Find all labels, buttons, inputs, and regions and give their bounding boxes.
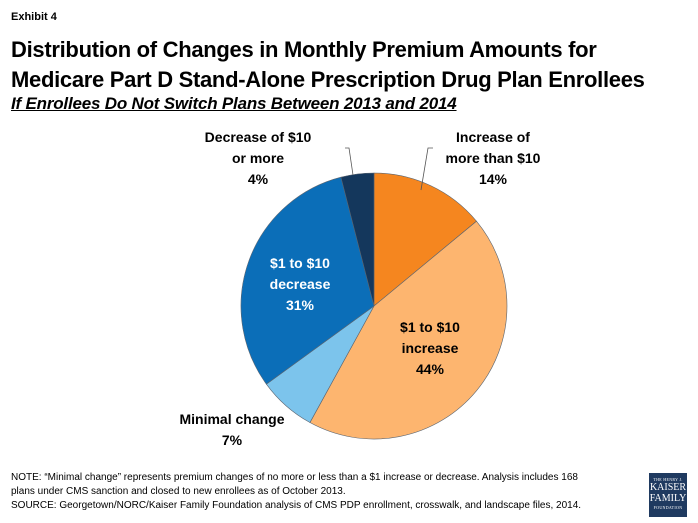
- pie-slice-decrease-of-10-or-more: [340, 172, 375, 307]
- footnotes: NOTE: “Minimal change” represents premiu…: [11, 471, 611, 513]
- leader-lines: [345, 147, 433, 191]
- logo-line-4: FOUNDATION: [653, 505, 683, 510]
- slice-label-text: Minimal change: [179, 411, 284, 427]
- chart-title-line-2: Medicare Part D Stand-Alone Prescription…: [11, 67, 645, 92]
- slice-label-minimal-change: Minimal change 7%: [179, 411, 284, 448]
- pie-slice-1-to-10-increase: [309, 220, 508, 440]
- chart-title-line-1: Distribution of Changes in Monthly Premi…: [11, 37, 597, 62]
- slice-label-text: Increase of: [456, 129, 530, 145]
- slice-label-1-to-10-decrease: $1 to $10 decrease 31%: [270, 255, 331, 313]
- pie-slice-increase-of-more-than-10: [373, 172, 477, 307]
- slice-label-text: Decrease of $10: [205, 129, 312, 145]
- pie-slices: [240, 172, 508, 440]
- slice-label-increase-of-more-than-10: Increase of more than $10 14%: [446, 129, 541, 187]
- slice-label-text: decrease: [270, 276, 331, 292]
- chart-title: Distribution of Changes in Monthly Premi…: [11, 35, 645, 95]
- slice-label-percent: 44%: [416, 361, 445, 377]
- logo-line-1: THE HENRY J.: [653, 477, 683, 482]
- leader-line-increase-of-more-than-10: [420, 147, 433, 191]
- slice-label-percent: 31%: [286, 297, 315, 313]
- kff-logo: THE HENRY J. KAISER FAMILY FOUNDATION: [649, 473, 687, 517]
- slice-label-percent: 14%: [479, 171, 508, 187]
- note-line-2: plans under CMS sanction and closed to n…: [11, 486, 346, 497]
- slice-label-text: or more: [232, 150, 284, 166]
- slice-label-1-to-10-increase: $1 to $10 increase 44%: [400, 319, 460, 377]
- logo-line-2: KAISER: [649, 482, 687, 493]
- chart-subtitle: If Enrollees Do Not Switch Plans Between…: [11, 94, 457, 113]
- slice-label-text: increase: [402, 340, 459, 356]
- pie-slice-1-to-10-decrease: [240, 176, 375, 385]
- slice-label-text: $1 to $10: [400, 319, 460, 335]
- exhibit-label: Exhibit 4: [11, 11, 57, 23]
- slice-label-decrease-of-10-or-more: Decrease of $10 or more 4%: [205, 129, 312, 187]
- logo-line-3: FAMILY: [649, 493, 687, 504]
- slice-label-text: more than $10: [446, 150, 541, 166]
- slice-label-text: $1 to $10: [270, 255, 330, 271]
- source-line: SOURCE: Georgetown/NORC/Kaiser Family Fo…: [11, 500, 582, 511]
- leader-line-decrease-of-10-or-more: [345, 147, 354, 176]
- note-line-1: NOTE: “Minimal change” represents premiu…: [11, 472, 578, 483]
- slice-label-percent: 4%: [248, 171, 269, 187]
- slice-label-percent: 7%: [222, 432, 243, 448]
- slice-labels: Increase of more than $10 14% $1 to $10 incr…: [179, 129, 540, 448]
